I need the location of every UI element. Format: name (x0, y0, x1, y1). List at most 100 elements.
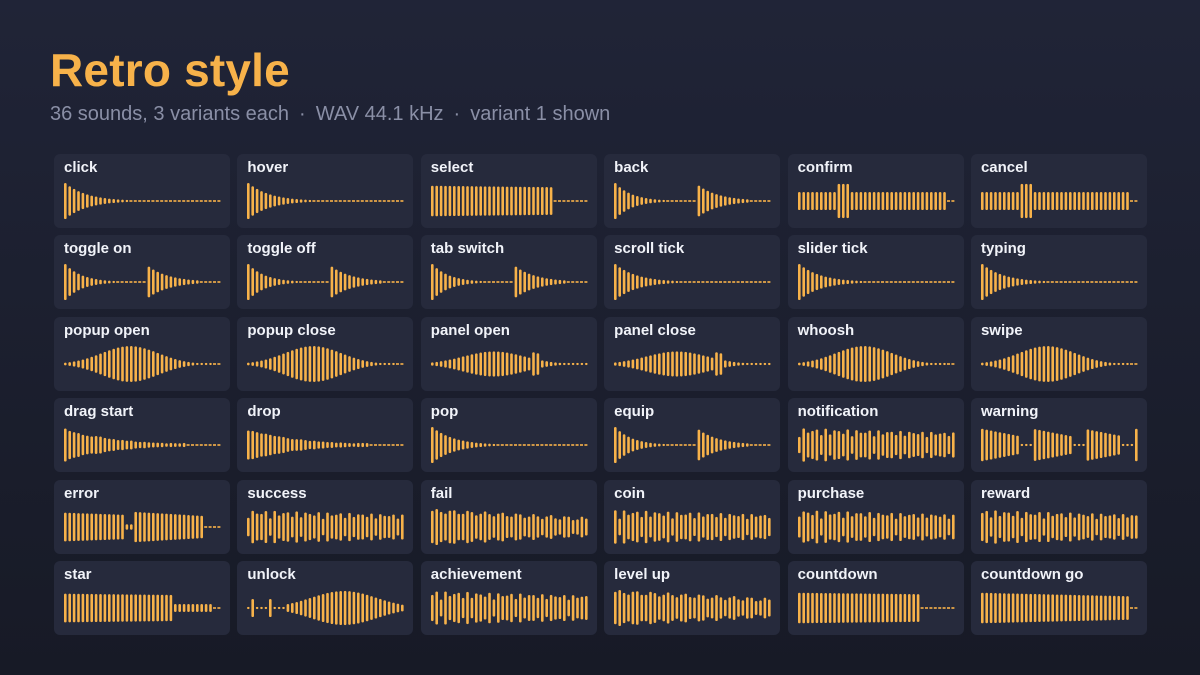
waveform-bar (1099, 595, 1103, 621)
waveform-silence (169, 200, 172, 202)
sound-card[interactable]: toggle off (237, 235, 414, 310)
waveform-bar (759, 600, 762, 616)
waveform-bar (622, 434, 626, 456)
waveform-bar (256, 513, 259, 541)
waveform-icon (64, 428, 221, 462)
sound-card[interactable]: hover (237, 154, 414, 228)
sound-card[interactable]: select (420, 154, 597, 228)
sound-card[interactable]: whoosh (787, 316, 964, 391)
sound-card[interactable]: typing (970, 235, 1147, 310)
waveform-bar (1024, 444, 1028, 447)
sound-card[interactable]: tab switch (420, 235, 597, 310)
waveform-bar (514, 513, 517, 541)
sound-card[interactable]: fail (420, 479, 597, 554)
sound-card[interactable]: achievement (420, 560, 597, 635)
waveform-bar (1024, 279, 1028, 285)
waveform-bar (1095, 359, 1098, 368)
sound-card[interactable]: star (54, 560, 230, 635)
waveform-bar (994, 192, 997, 210)
sound-card[interactable]: drop (237, 398, 414, 473)
sound-card[interactable]: pop (420, 398, 597, 473)
waveform-bar (876, 430, 880, 460)
sound-card[interactable]: panel close (604, 316, 781, 391)
sound-card[interactable]: error (54, 479, 230, 554)
waveform-bar (1108, 192, 1112, 210)
waveform-bar (169, 276, 173, 289)
sound-card[interactable]: popup open (54, 316, 230, 391)
waveform-bar (746, 199, 749, 203)
sound-card[interactable]: reward (970, 479, 1147, 554)
waveform-bar (567, 362, 570, 365)
waveform-bar (1042, 281, 1046, 284)
sound-card[interactable]: countdown (787, 560, 964, 635)
waveform-bar (618, 589, 622, 626)
waveform-silence (749, 281, 753, 284)
waveform-bar (300, 199, 303, 203)
waveform-bar (715, 194, 718, 208)
waveform-icon (614, 427, 771, 464)
sound-card[interactable]: countdown go (970, 560, 1147, 635)
sound-card[interactable]: success (237, 479, 414, 554)
waveform-bar (326, 347, 330, 380)
sound-card[interactable]: unlock (237, 560, 414, 635)
waveform-silence (1068, 281, 1072, 284)
waveform-bar (580, 516, 583, 537)
waveform-bar (108, 438, 111, 452)
sound-card[interactable]: popup close (237, 316, 414, 391)
waveform-bar (942, 513, 946, 540)
waveform-bar (357, 358, 360, 369)
waveform-bar (584, 362, 588, 365)
waveform-bar (291, 516, 294, 537)
waveform-bar (370, 279, 374, 285)
waveform-bar (121, 514, 124, 539)
waveform-bar (1082, 192, 1085, 210)
waveform-bar (929, 514, 933, 540)
waveform-bar (801, 267, 805, 298)
sound-card[interactable]: equip (604, 398, 781, 473)
waveform-bar (165, 513, 168, 540)
sound-card[interactable]: click (54, 154, 230, 228)
waveform-bar (920, 192, 924, 210)
waveform-bar (147, 349, 151, 379)
waveform-bar (125, 523, 129, 530)
waveform-bar (282, 512, 286, 541)
sound-card[interactable]: level up (604, 560, 781, 635)
waveform-silence (213, 362, 216, 365)
waveform-bar (339, 352, 343, 375)
waveform-silence (204, 281, 208, 284)
sound-card[interactable]: coin (604, 479, 781, 554)
waveform-bar (675, 511, 679, 542)
waveform-bar (125, 440, 129, 450)
sound-card[interactable]: confirm (787, 154, 964, 228)
sound-card[interactable]: back (604, 154, 781, 228)
waveform-bar (850, 280, 853, 285)
sound-card[interactable]: swipe (970, 316, 1147, 391)
waveform-icon (247, 510, 404, 543)
sound-card[interactable]: slider tick (787, 235, 964, 310)
waveform-silence (579, 444, 583, 446)
sound-card[interactable]: warning (970, 398, 1147, 473)
sound-label: fail (430, 484, 453, 502)
waveform-silence (575, 200, 579, 202)
waveform-bar (461, 597, 465, 619)
waveform-bar (304, 199, 308, 203)
waveform-bar (724, 440, 727, 450)
sound-card[interactable]: panel open (420, 316, 597, 391)
waveform-bar (470, 511, 473, 542)
waveform-bar (540, 518, 544, 535)
sound-card[interactable]: drag start (54, 398, 230, 473)
sound-card[interactable]: purchase (787, 479, 964, 554)
waveform-bar (286, 511, 290, 542)
waveform-bar (269, 517, 272, 536)
waveform-bar (859, 345, 862, 382)
sound-card[interactable]: toggle on (54, 235, 230, 310)
waveform-bar (169, 357, 173, 371)
waveform-bar (295, 281, 299, 284)
waveform-bar (1082, 355, 1085, 372)
waveform-bar (828, 434, 831, 456)
sound-card[interactable]: scroll tick (604, 235, 781, 310)
sound-card[interactable]: notification (787, 398, 964, 473)
waveform-bar (989, 592, 993, 624)
waveform-bar (94, 593, 98, 622)
sound-card[interactable]: cancel (970, 154, 1147, 228)
